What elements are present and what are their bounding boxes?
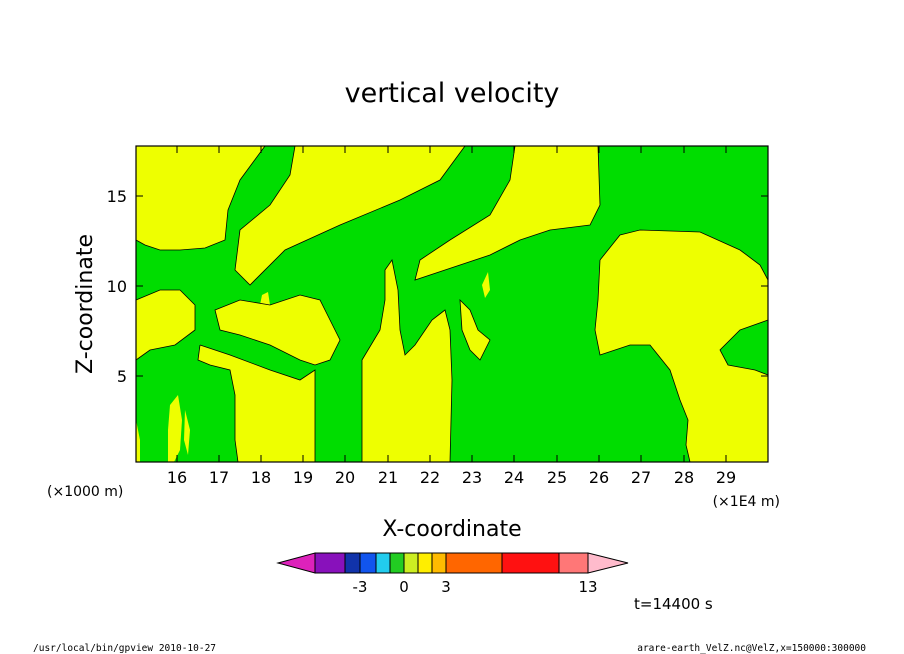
x-tick-label: 24: [504, 468, 524, 487]
x-tick-label: 21: [378, 468, 398, 487]
footer-right: arare-earth_VelZ.nc@VelZ,x=150000:300000: [637, 643, 866, 654]
plot-frame: [135, 145, 769, 463]
x-tick-label: 18: [251, 468, 271, 487]
colorbar-low-arrow: [276, 552, 316, 574]
contour-region: [168, 395, 182, 462]
plot-area: [135, 145, 769, 463]
y-axis-ticks: [136, 195, 768, 377]
x-tick-label: 19: [293, 468, 313, 487]
colorbar-cell: [501, 552, 560, 574]
x-tick-label: 26: [589, 468, 609, 487]
colorbar-cell: [558, 552, 589, 574]
chart-title: vertical velocity: [345, 78, 560, 109]
contour-region: [362, 260, 452, 462]
contour-region: [595, 230, 768, 462]
contour-region: [198, 345, 315, 462]
x-tick-labels: 16 17 18 19 20 21 22 23 24 25 26 27 28 2…: [167, 468, 736, 487]
x-tick-label: 17: [209, 468, 229, 487]
colorbar-cell: [431, 552, 447, 574]
colorbar-label: 0: [399, 578, 409, 596]
colorbar-cell: [445, 552, 503, 574]
y-tick-labels: 5 10 15: [107, 187, 127, 386]
colorbar-cell: [417, 552, 433, 574]
contour-region: [482, 272, 490, 298]
contour-region: [415, 146, 600, 280]
x-tick-label: 25: [547, 468, 567, 487]
colorbar: [276, 552, 629, 574]
y-axis-label: Z-coordinate: [73, 234, 98, 374]
contour-region: [260, 292, 270, 313]
time-label: t=14400 s: [634, 595, 713, 613]
x-axis-ticks: [176, 146, 727, 462]
x-tick-label: 22: [420, 468, 440, 487]
x-unit-right: (×1E4 m): [713, 494, 780, 510]
x-unit-left: (×1000 m): [47, 484, 123, 500]
contour-region: [184, 410, 190, 455]
contour-region: [460, 300, 490, 360]
y-tick-label: 15: [107, 187, 127, 206]
x-tick-label: 23: [462, 468, 482, 487]
x-tick-label: 16: [167, 468, 187, 487]
x-tick-label: 29: [716, 468, 736, 487]
x-tick-label: 27: [631, 468, 651, 487]
contour-region: [235, 146, 465, 285]
y-tick-label: 5: [117, 367, 127, 386]
colorbar-cell: [359, 552, 377, 574]
colorbar-cell: [375, 552, 391, 574]
colorbar-cell: [344, 552, 361, 574]
colorbar-label: -3: [353, 578, 368, 596]
colorbar-label: 3: [441, 578, 451, 596]
x-tick-label: 20: [335, 468, 355, 487]
colorbar-labels: -3 0 3 13: [353, 578, 598, 596]
contour-region: [136, 420, 140, 462]
contour-region: [136, 146, 265, 250]
x-tick-label: 28: [674, 468, 694, 487]
contour-region: [215, 295, 340, 365]
contour-region: [136, 290, 195, 360]
colorbar-label: 13: [578, 578, 597, 596]
colorbar-high-arrow: [587, 552, 629, 574]
contour-lines: [135, 145, 769, 463]
x-axis-label: X-coordinate: [382, 517, 521, 542]
colorbar-cell: [314, 552, 346, 574]
y-tick-label: 10: [107, 277, 127, 296]
colorbar-cell: [403, 552, 419, 574]
contour-yellow-regions: [136, 146, 768, 462]
colorbar-cell: [389, 552, 405, 574]
footer-left: /usr/local/bin/gpview 2010-10-27: [33, 643, 216, 654]
